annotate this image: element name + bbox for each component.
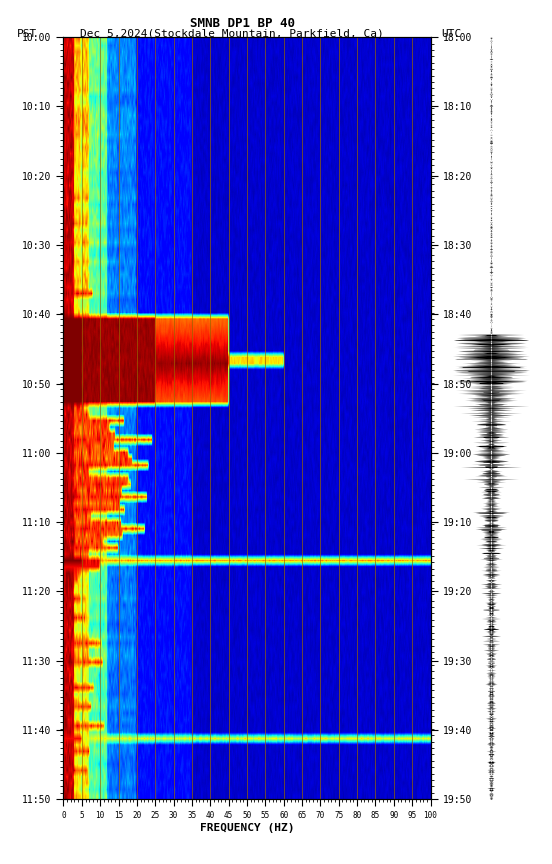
Text: PST: PST: [17, 29, 37, 39]
Text: UTC: UTC: [442, 29, 462, 39]
Text: Dec 5,2024(Stockdale Mountain, Parkfield, Ca): Dec 5,2024(Stockdale Mountain, Parkfield…: [80, 29, 384, 39]
Text: SMNB DP1 BP 40: SMNB DP1 BP 40: [190, 17, 295, 30]
X-axis label: FREQUENCY (HZ): FREQUENCY (HZ): [200, 823, 294, 833]
